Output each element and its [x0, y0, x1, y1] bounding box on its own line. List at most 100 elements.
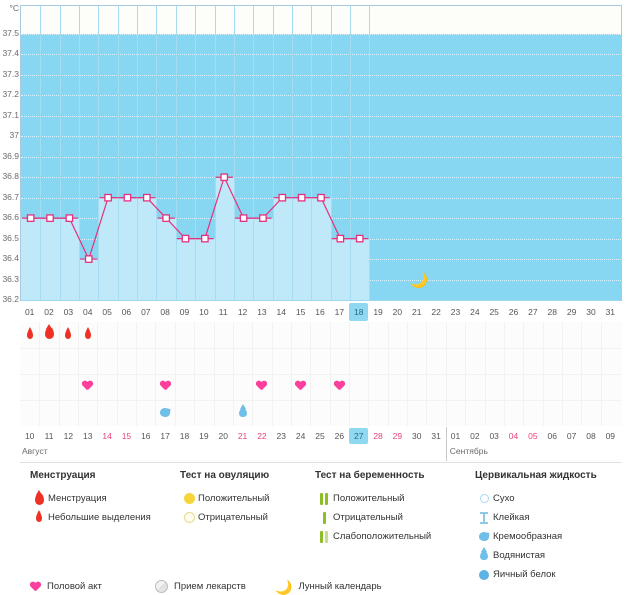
- calendar-date-cell[interactable]: 23: [276, 431, 287, 441]
- menstruation-marker[interactable]: [39, 322, 58, 348]
- cycle-day-cell[interactable]: 18: [349, 303, 369, 321]
- data-point-marker[interactable]: [278, 193, 287, 202]
- calendar-date-cell[interactable]: 20: [218, 431, 228, 441]
- cycle-day-cell[interactable]: 11: [218, 307, 228, 317]
- calendar-date-cell[interactable]: 18: [179, 431, 190, 441]
- calendar-date-cell[interactable]: 12: [63, 431, 74, 441]
- calendar-date-cell[interactable]: 03: [489, 431, 499, 441]
- cycle-day-cell[interactable]: 10: [199, 307, 209, 317]
- data-point-marker[interactable]: [84, 255, 93, 263]
- calendar-date-cell[interactable]: 15: [121, 431, 132, 441]
- data-point-marker[interactable]: [355, 234, 364, 243]
- calendar-date-cell[interactable]: 22: [257, 431, 267, 441]
- y-axis-tick: 37.1: [2, 109, 19, 120]
- cycle-day-cell[interactable]: 26: [508, 307, 519, 317]
- calendar-date-axis[interactable]: 10 11 12 13 14 15 16 17 18 19 20 21 22 23 24 25 26 27 28 29…: [20, 428, 622, 446]
- cycle-day-cell[interactable]: 07: [141, 307, 151, 317]
- calendar-date-cell[interactable]: 08: [586, 431, 596, 441]
- data-point-marker[interactable]: [26, 214, 35, 223]
- y-axis-tick: 37.3: [2, 68, 19, 79]
- cycle-day-cell[interactable]: 21: [412, 307, 422, 317]
- cycle-day-cell[interactable]: 31: [605, 307, 616, 317]
- cervical-fluid-marker[interactable]: [233, 400, 252, 426]
- cervical-fluid-marker[interactable]: [155, 400, 174, 426]
- intercourse-marker[interactable]: [155, 374, 174, 400]
- calendar-date-cell[interactable]: 04: [508, 431, 519, 441]
- calendar-date-cell[interactable]: 21: [237, 431, 248, 441]
- cycle-day-cell[interactable]: 22: [431, 307, 441, 317]
- cycle-day-cell[interactable]: 30: [586, 307, 596, 317]
- cycle-day-cell[interactable]: 24: [470, 307, 480, 317]
- intercourse-marker[interactable]: [78, 374, 97, 400]
- cycle-day-cell[interactable]: 17: [334, 307, 345, 317]
- data-point-marker[interactable]: [142, 193, 151, 202]
- cycle-day-cell[interactable]: 03: [63, 307, 74, 317]
- cycle-day-cell[interactable]: 15: [295, 307, 306, 317]
- intercourse-marker[interactable]: [291, 374, 310, 400]
- data-point-marker[interactable]: [336, 234, 345, 243]
- data-point-marker[interactable]: [104, 193, 112, 202]
- menstruation-marker[interactable]: [59, 322, 78, 348]
- cycle-day-cell[interactable]: 23: [450, 307, 461, 317]
- data-point-marker[interactable]: [123, 193, 132, 202]
- cycle-day-cell[interactable]: 25: [489, 307, 499, 317]
- calendar-date-cell[interactable]: 28: [373, 431, 383, 441]
- calendar-date-cell[interactable]: 17: [160, 431, 170, 441]
- data-point-marker[interactable]: [201, 234, 209, 243]
- cycle-day-cell[interactable]: 05: [102, 307, 112, 317]
- data-point-marker[interactable]: [65, 214, 74, 223]
- calendar-date-cell[interactable]: 11: [44, 431, 54, 441]
- cycle-day-cell[interactable]: 02: [44, 307, 54, 317]
- menstruation-marker[interactable]: [20, 322, 39, 348]
- symbol-grid[interactable]: [20, 322, 622, 426]
- intercourse-marker[interactable]: [252, 374, 271, 400]
- data-point-marker[interactable]: [181, 234, 190, 243]
- calendar-date-cell[interactable]: 05: [528, 431, 538, 441]
- cycle-day-cell[interactable]: 28: [547, 307, 557, 317]
- intercourse-marker[interactable]: [330, 374, 349, 400]
- cycle-day-cell[interactable]: 27: [528, 307, 538, 317]
- data-point-marker[interactable]: [239, 214, 248, 223]
- cycle-day-cell[interactable]: 04: [83, 307, 93, 317]
- data-point-marker[interactable]: [162, 214, 171, 223]
- cycle-day-cell[interactable]: 12: [237, 307, 248, 317]
- cycle-day-cell[interactable]: 06: [121, 307, 132, 317]
- calendar-date-cell[interactable]: 27: [349, 428, 369, 444]
- calendar-date-cell[interactable]: 02: [470, 431, 480, 441]
- calendar-date-cell[interactable]: 19: [199, 431, 209, 441]
- cycle-day-cell[interactable]: 16: [315, 307, 325, 317]
- data-point-marker[interactable]: [220, 173, 229, 182]
- cycle-day-cell[interactable]: 14: [276, 307, 287, 317]
- calendar-date-cell[interactable]: 09: [605, 431, 616, 441]
- data-point-marker[interactable]: [317, 193, 325, 202]
- calendar-date-cell[interactable]: 14: [102, 431, 112, 441]
- calendar-date-cell[interactable]: 30: [412, 431, 422, 441]
- calendar-date-cell[interactable]: 24: [295, 431, 306, 441]
- cycle-day-axis[interactable]: 01 02 03 04 05 06 07 08 09 10 11 12 13 14 15 16 17 18 19 20…: [20, 303, 622, 323]
- data-point-marker[interactable]: [297, 193, 306, 202]
- data-point-marker[interactable]: [259, 214, 267, 223]
- calendar-date-cell[interactable]: 26: [334, 431, 345, 441]
- cycle-day-cell[interactable]: 01: [24, 307, 35, 317]
- cycle-day-cell[interactable]: 08: [160, 307, 170, 317]
- calendar-date-cell[interactable]: 25: [315, 431, 325, 441]
- data-point-marker[interactable]: [46, 214, 54, 223]
- legend-bottom-label: Прием лекарств: [174, 581, 246, 592]
- calendar-date-cell[interactable]: 07: [566, 431, 577, 441]
- calendar-date-cell[interactable]: 16: [141, 431, 151, 441]
- cycle-day-cell[interactable]: 13: [257, 307, 267, 317]
- calendar-date-cell[interactable]: 31: [431, 431, 441, 441]
- chart-plot-area[interactable]: 🌙: [20, 5, 622, 301]
- cycle-day-cell[interactable]: 09: [179, 307, 190, 317]
- month-labels: Август Сентябрь: [20, 427, 622, 462]
- moon-icon[interactable]: 🌙: [409, 272, 429, 290]
- calendar-date-cell[interactable]: 29: [392, 431, 403, 441]
- cycle-day-cell[interactable]: 19: [373, 307, 383, 317]
- calendar-date-cell[interactable]: 13: [83, 431, 93, 441]
- cycle-day-cell[interactable]: 29: [566, 307, 577, 317]
- calendar-date-cell[interactable]: 01: [450, 431, 461, 441]
- calendar-date-cell[interactable]: 10: [24, 431, 35, 441]
- cycle-day-cell[interactable]: 20: [392, 307, 403, 317]
- menstruation-marker[interactable]: [78, 322, 97, 348]
- calendar-date-cell[interactable]: 06: [547, 431, 557, 441]
